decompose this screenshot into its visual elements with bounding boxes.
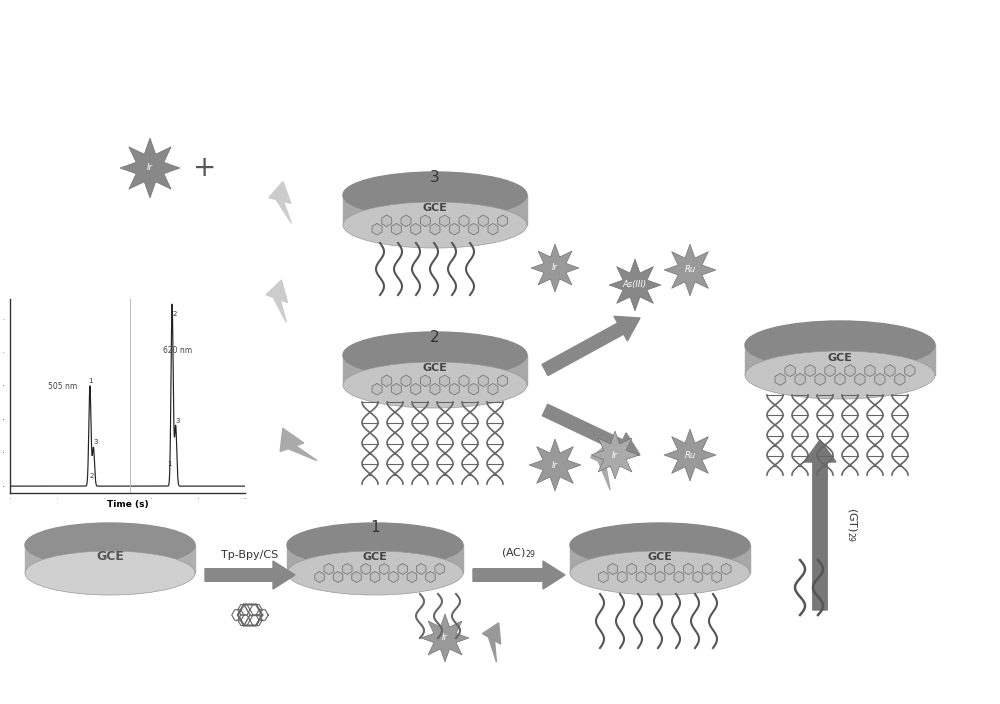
- Text: Ir: Ir: [442, 634, 448, 643]
- Polygon shape: [120, 138, 180, 198]
- Text: Ir: Ir: [612, 451, 618, 460]
- Ellipse shape: [343, 172, 527, 218]
- Text: GCE: GCE: [423, 203, 447, 213]
- Text: +: +: [193, 154, 217, 182]
- Ellipse shape: [570, 523, 750, 567]
- Polygon shape: [287, 545, 463, 573]
- Text: 1: 1: [167, 461, 172, 467]
- Text: 3: 3: [430, 170, 440, 184]
- Ellipse shape: [745, 321, 935, 369]
- Text: As(III): As(III): [623, 280, 647, 289]
- Text: Ir: Ir: [147, 163, 153, 172]
- Ellipse shape: [25, 523, 195, 567]
- Text: Tp-Bpy/CS: Tp-Bpy/CS: [221, 550, 279, 560]
- Text: GCE: GCE: [828, 353, 852, 363]
- Polygon shape: [609, 259, 661, 311]
- Polygon shape: [343, 195, 527, 225]
- Ellipse shape: [287, 551, 463, 595]
- Polygon shape: [482, 623, 501, 662]
- Polygon shape: [473, 561, 565, 589]
- Polygon shape: [280, 428, 317, 460]
- Text: GCE: GCE: [423, 363, 447, 373]
- Text: 2: 2: [172, 311, 177, 317]
- Text: 2: 2: [89, 473, 94, 479]
- Polygon shape: [343, 355, 527, 385]
- Ellipse shape: [343, 362, 527, 408]
- Text: GCE: GCE: [96, 551, 124, 563]
- Ellipse shape: [745, 351, 935, 399]
- Text: Ru: Ru: [684, 265, 696, 275]
- Polygon shape: [529, 439, 581, 491]
- X-axis label: Time (s): Time (s): [107, 500, 148, 509]
- Ellipse shape: [25, 551, 195, 595]
- Polygon shape: [421, 614, 469, 662]
- Text: GCE: GCE: [648, 552, 672, 562]
- Text: 3: 3: [176, 417, 180, 424]
- Polygon shape: [531, 244, 579, 292]
- Text: 620 nm: 620 nm: [163, 346, 192, 355]
- Ellipse shape: [570, 551, 750, 595]
- Text: 2: 2: [430, 329, 440, 344]
- Polygon shape: [570, 545, 750, 573]
- Text: 1: 1: [370, 520, 380, 534]
- Polygon shape: [542, 404, 640, 458]
- Polygon shape: [269, 182, 291, 223]
- Text: GCE: GCE: [363, 552, 387, 562]
- Text: Ir: Ir: [552, 263, 558, 272]
- Polygon shape: [664, 429, 716, 481]
- Polygon shape: [591, 431, 639, 479]
- Polygon shape: [25, 545, 195, 573]
- Text: Ir: Ir: [552, 460, 558, 470]
- Polygon shape: [590, 443, 613, 490]
- Polygon shape: [664, 244, 716, 296]
- Text: (GT)$_{29}$: (GT)$_{29}$: [845, 508, 859, 543]
- Text: 3: 3: [94, 439, 98, 446]
- Polygon shape: [745, 345, 935, 375]
- Ellipse shape: [343, 332, 527, 378]
- Text: 505 nm: 505 nm: [48, 382, 77, 391]
- Polygon shape: [542, 316, 640, 375]
- Ellipse shape: [287, 523, 463, 567]
- Polygon shape: [266, 280, 287, 322]
- Text: (AC)$_{29}$: (AC)$_{29}$: [501, 546, 537, 560]
- Polygon shape: [804, 440, 836, 610]
- Ellipse shape: [343, 202, 527, 248]
- Polygon shape: [205, 561, 295, 589]
- Text: Ru: Ru: [684, 451, 696, 460]
- Text: 1: 1: [88, 377, 93, 384]
